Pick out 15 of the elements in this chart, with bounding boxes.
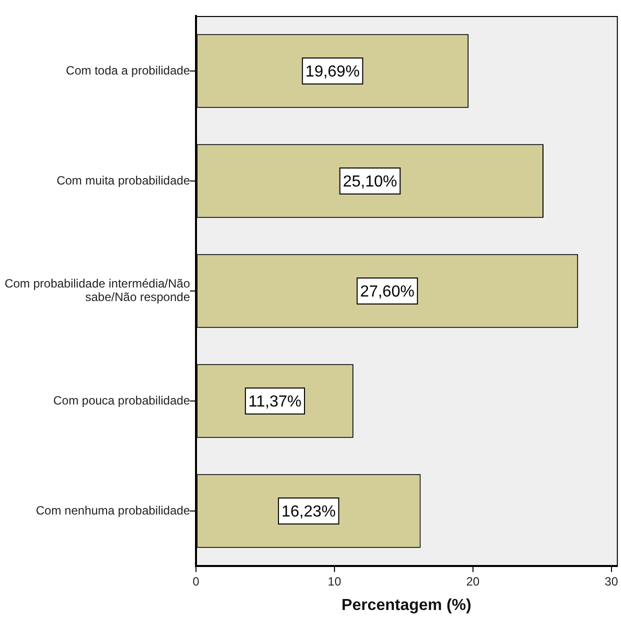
data-label: 11,37% bbox=[248, 393, 302, 410]
x-axis-title: Percentagem (%) bbox=[342, 596, 472, 614]
y-tick-label: Com muita probabilidade bbox=[56, 173, 190, 188]
y-tick-label: Com pouca probabilidade bbox=[53, 393, 190, 408]
x-tick-label: 10 bbox=[328, 574, 342, 589]
x-tick-label: 20 bbox=[466, 574, 480, 589]
data-label: 27,60% bbox=[360, 283, 414, 300]
data-label: 19,69% bbox=[305, 63, 360, 80]
x-tick-label: 0 bbox=[192, 574, 200, 589]
data-label: 25,10% bbox=[342, 173, 398, 190]
x-tick-label: 30 bbox=[604, 574, 618, 589]
y-tick-label: Com probabilidade intermédia/Não sabe/Não responde bbox=[4, 276, 190, 304]
data-label: 16,23% bbox=[281, 503, 336, 520]
y-tick-label: Com toda a probilidade bbox=[66, 63, 190, 78]
y-tick-label: Com nenhuma probabilidade bbox=[36, 503, 190, 518]
